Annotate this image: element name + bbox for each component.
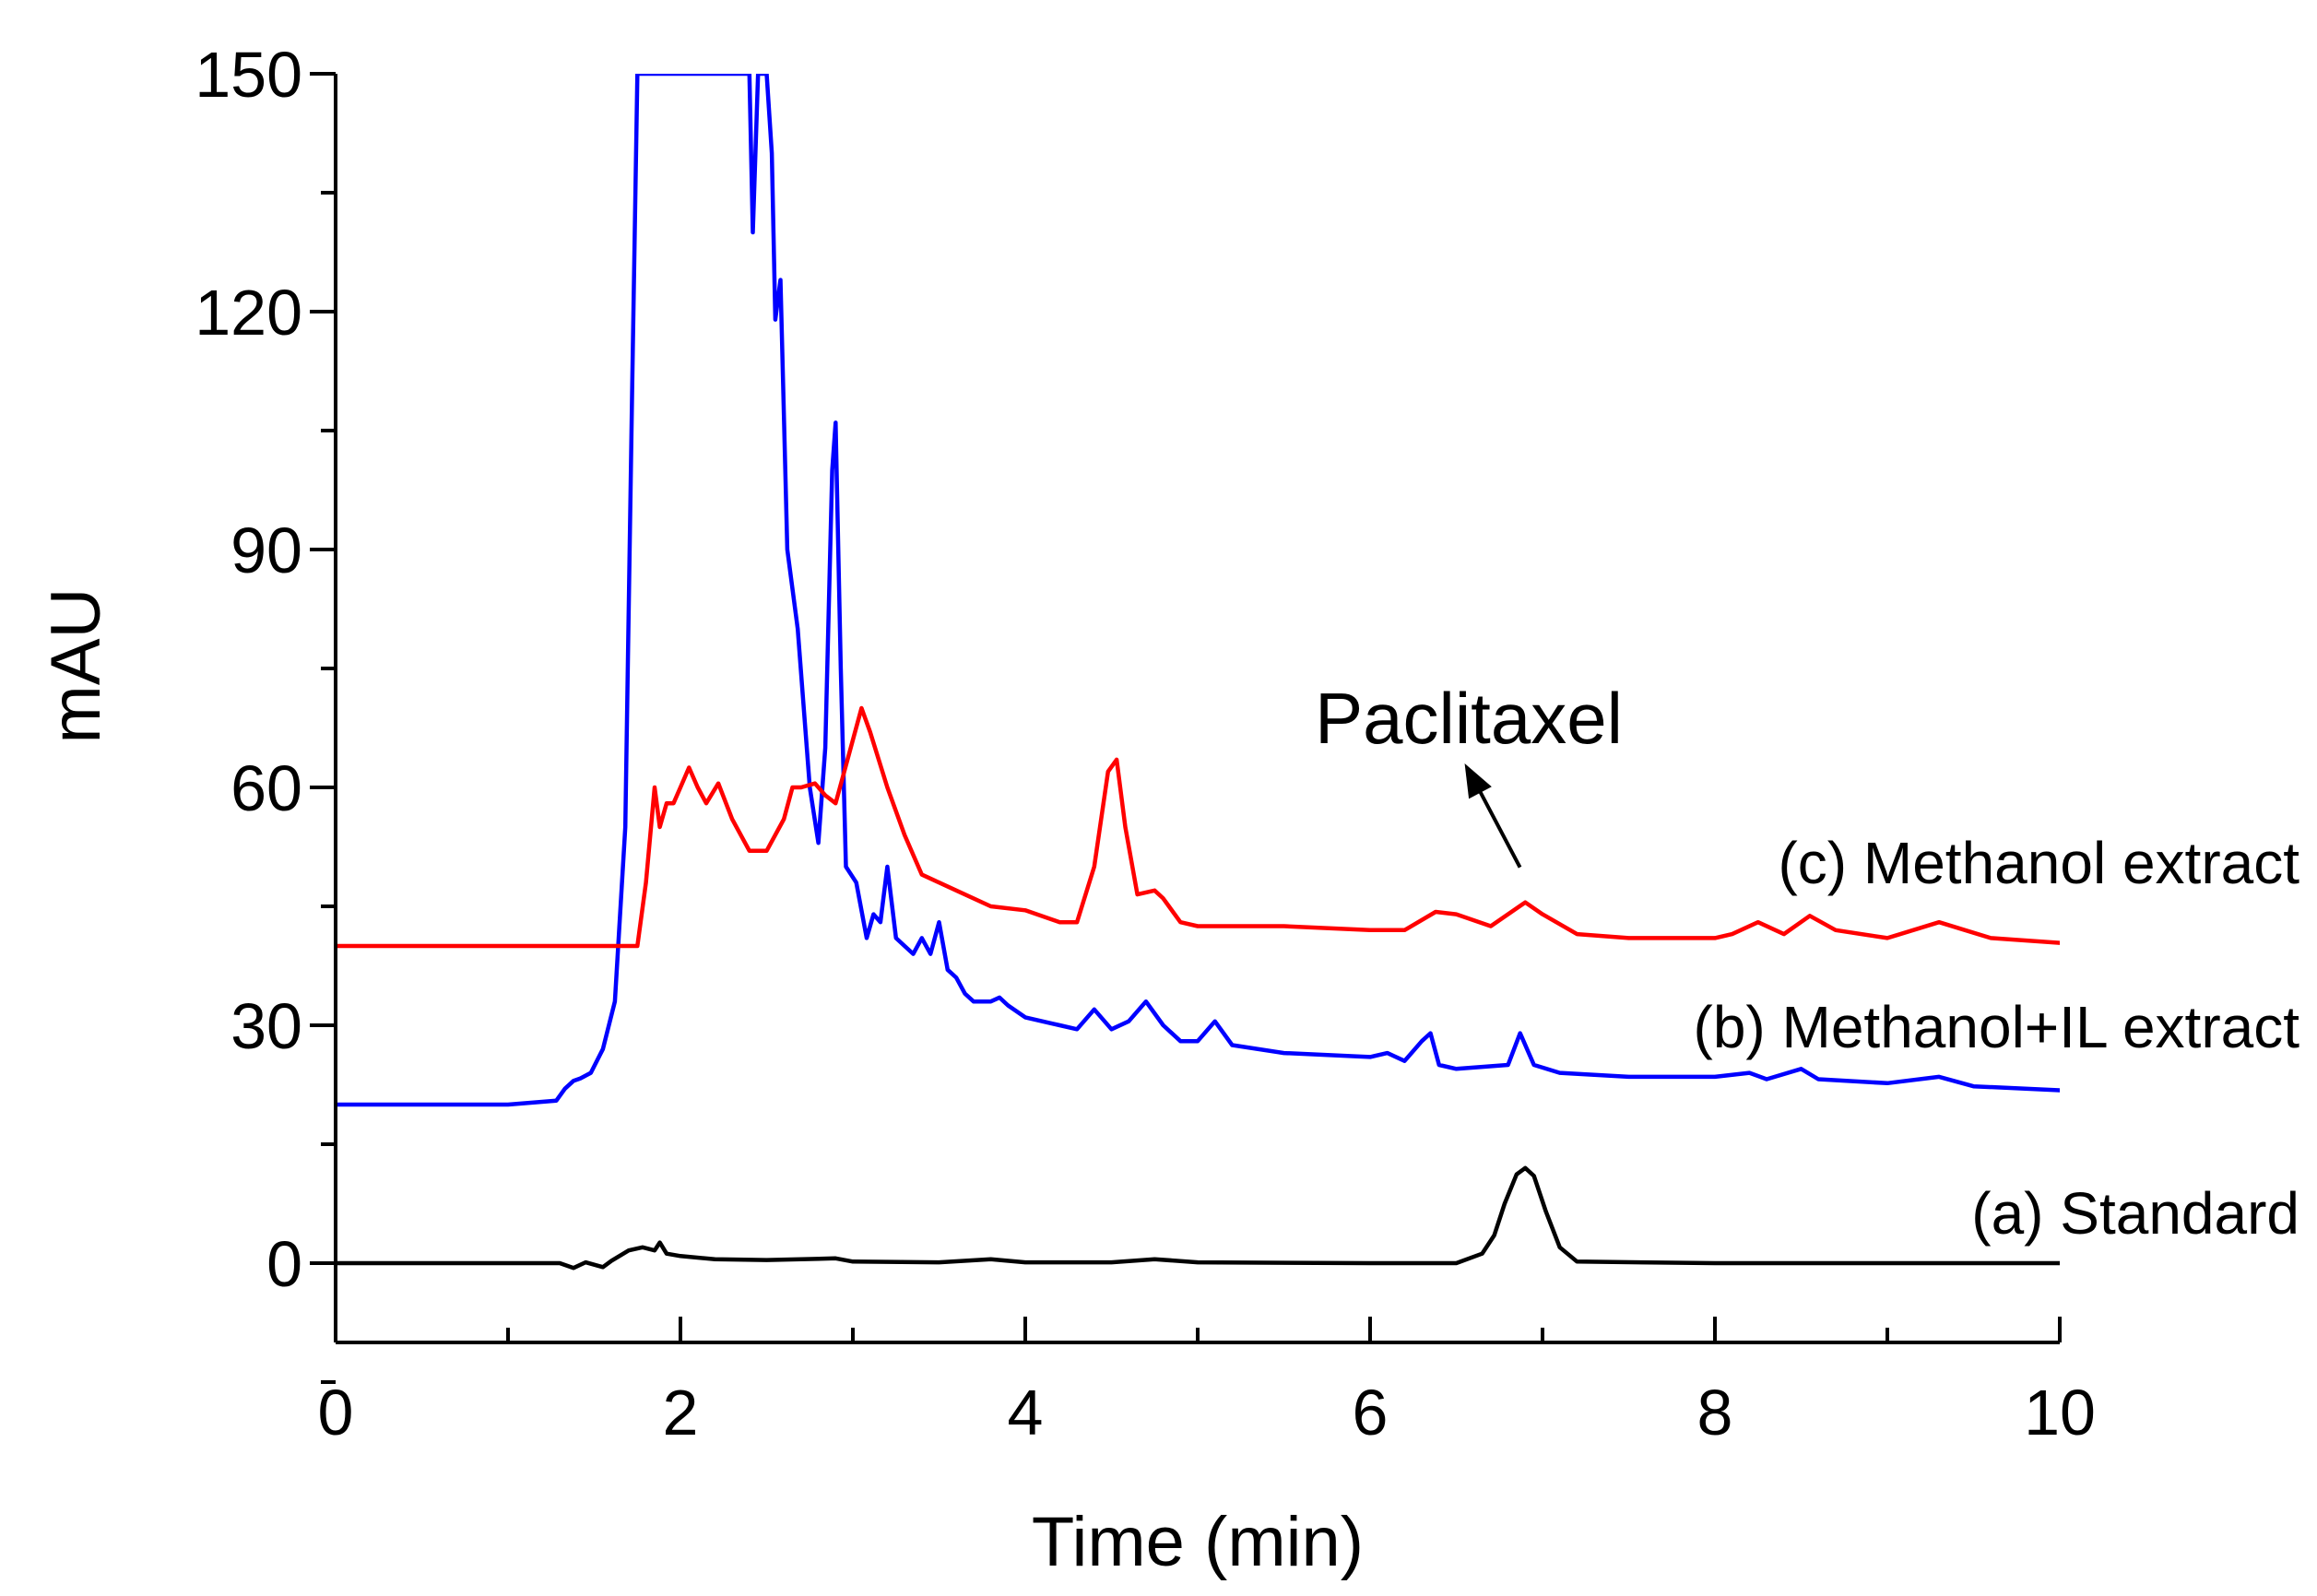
series-label-methanol: (c) Methanol extract	[1778, 830, 2299, 896]
x-axis-title: Time (min)	[1032, 1503, 1364, 1581]
y-tick-label-60: 60	[231, 752, 302, 824]
x-tick-label-8: 8	[1697, 1377, 1733, 1448]
y-tick-label-150: 150	[195, 39, 302, 111]
series-line-methanol	[336, 705, 2060, 949]
paclitaxel-annotation: Paclitaxel	[1315, 678, 1623, 869]
y-axis-title: mAU	[37, 588, 115, 744]
x-tick-label-4: 4	[1008, 1377, 1044, 1448]
tick-labels: 0 2 4 6 8 10 0 30 60 90 120 150	[195, 39, 2096, 1448]
series-label-standard: (a) Standard	[1971, 1180, 2299, 1247]
series-line-methanol-il	[336, 74, 2060, 1107]
x-tick-label-2: 2	[663, 1377, 699, 1448]
tick-marks	[310, 72, 2062, 1384]
x-tick-label-6: 6	[1353, 1377, 1389, 1448]
annotation-label: Paclitaxel	[1315, 678, 1623, 759]
series-layer	[336, 74, 2060, 1271]
x-tick-label-10: 10	[2024, 1377, 2096, 1448]
y-tick-label-0: 0	[266, 1228, 302, 1300]
series-line-standard	[336, 1165, 2060, 1271]
y-tick-label-120: 120	[195, 277, 302, 349]
annotation-arrow-head	[1464, 763, 1492, 799]
x-tick-label-0: 0	[318, 1377, 354, 1448]
y-tick-label-90: 90	[231, 514, 302, 586]
series-label-methanol-il: (b) Methanol+IL extract	[1694, 994, 2300, 1060]
y-tick-label-30: 30	[231, 990, 302, 1062]
